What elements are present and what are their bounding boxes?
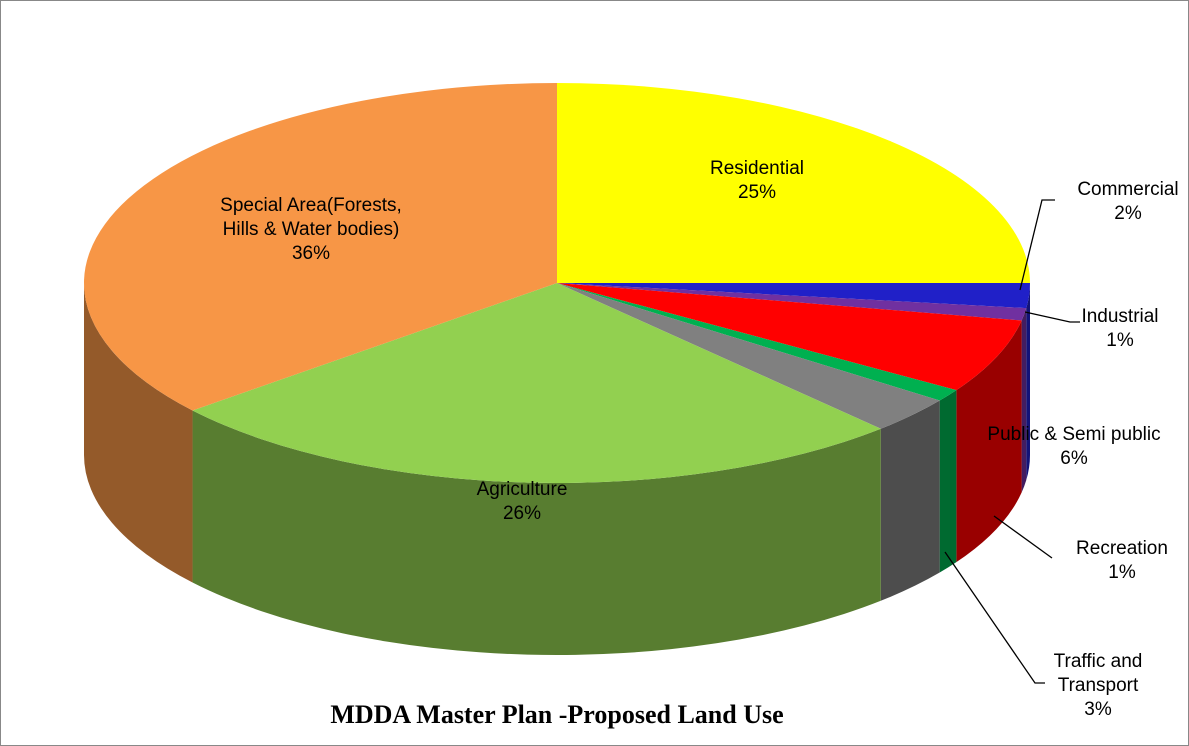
pie-slice (557, 283, 940, 429)
pie-slice (557, 283, 957, 401)
value-label: 2% (1114, 203, 1142, 224)
pie-side (956, 320, 1022, 563)
category-label: Residential (710, 158, 804, 179)
value-label: 3% (1084, 699, 1112, 720)
value-label: 1% (1106, 330, 1134, 351)
leader-lines (944, 199, 1080, 684)
pie-side (1026, 283, 1030, 481)
value-label: 6% (1060, 448, 1088, 469)
pie-slice (557, 283, 1022, 391)
pie-slice (557, 283, 1027, 321)
leader-line (1024, 311, 1080, 323)
leader-line (1019, 199, 1055, 291)
chart-title: MDDA Master Plan -Proposed Land Use (330, 700, 784, 729)
leader-line (993, 515, 1053, 559)
pie-side (84, 283, 193, 583)
pie-side (880, 400, 940, 601)
data-label: Industrial 1% (1050, 305, 1189, 353)
data-label: Special Area(Forests, Hills & Water bodi… (216, 194, 406, 266)
pie-side (1021, 308, 1027, 493)
data-label: Public & Semi public 6% (959, 423, 1189, 471)
pie-slice (84, 82, 558, 411)
pie-slice (557, 283, 1030, 309)
value-label: 25% (737, 182, 777, 203)
data-label: Traffic and Transport 3% (1033, 650, 1163, 722)
category-label: Recreation (1076, 538, 1168, 559)
category-label: Agriculture (476, 479, 568, 500)
value-label: 26% (502, 503, 542, 524)
data-label: Recreation 1% (1052, 537, 1189, 585)
data-label: Commercial 2% (1058, 178, 1189, 226)
data-label: Residential 25% (657, 157, 857, 205)
leader-line (944, 551, 1045, 684)
pie-slice (557, 83, 1030, 283)
category-label: Traffic and Transport (1053, 651, 1143, 696)
pie-slice (192, 283, 881, 484)
value-label: 1% (1108, 562, 1136, 583)
category-label: Public & Semi public (987, 424, 1161, 445)
value-label: 36% (291, 243, 331, 264)
category-label: Commercial (1077, 179, 1179, 200)
category-label: Industrial (1081, 306, 1159, 327)
pie-side (192, 410, 881, 655)
pie-side (939, 390, 957, 573)
category-label: Special Area(Forests, Hills & Water bodi… (220, 195, 402, 240)
data-label: Agriculture 26% (422, 478, 622, 526)
